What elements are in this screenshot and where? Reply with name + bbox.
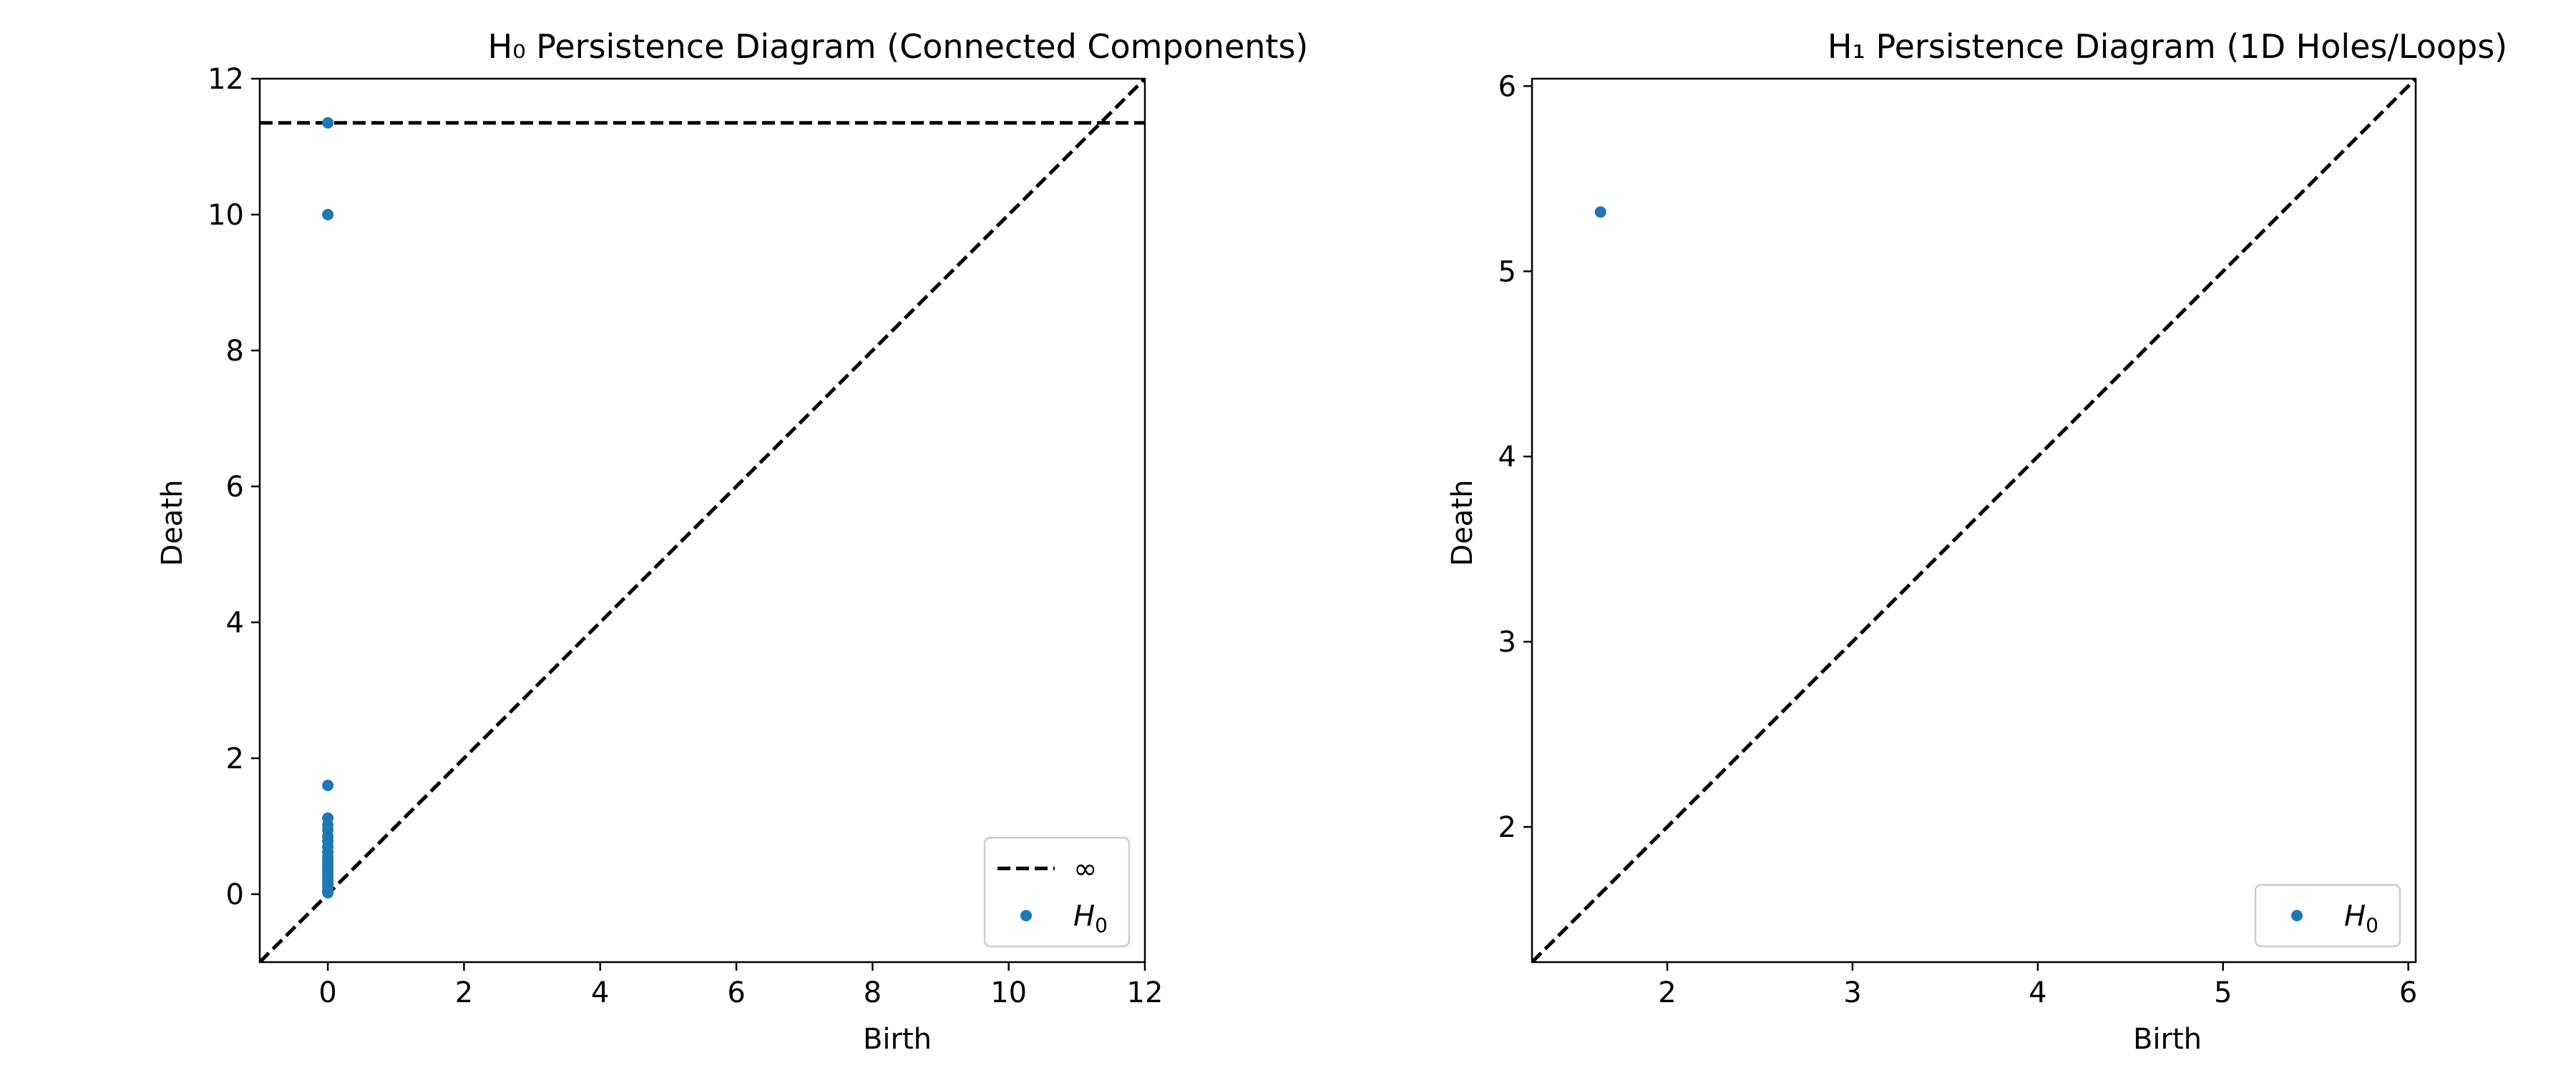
h0-y-tick-label: 0 — [226, 878, 244, 911]
h0-legend-label-subscript: 0 — [1095, 913, 1108, 937]
h0-y-tick-label: 10 — [208, 199, 244, 232]
h0-persistence-panel: H₀ Persistence Diagram (Connected Compon… — [156, 27, 1308, 1056]
h1-x-tick-label: 2 — [1658, 976, 1676, 1009]
h0-y-tick-label: 2 — [226, 743, 244, 775]
h1-x-tick-label: 6 — [2399, 976, 2417, 1009]
h0-x-axis-label: Birth — [863, 1023, 932, 1056]
h0-x-tick-label: 10 — [990, 976, 1027, 1009]
h0-y-axis-label: Death — [156, 480, 189, 567]
h1-x-tick-label: 3 — [1843, 976, 1861, 1009]
h0-y-tick-label: 12 — [208, 63, 244, 96]
h1-x-tick-label: 5 — [2214, 976, 2232, 1009]
h1-x-axis-label: Birth — [2133, 1023, 2202, 1056]
h0-data-point — [322, 887, 334, 899]
h0-y-tick-label: 8 — [226, 335, 244, 368]
h1-legend-box — [2254, 883, 2401, 948]
h1-legend: H0 — [2254, 883, 2401, 948]
h0-chart-title: H₀ Persistence Diagram (Connected Compon… — [488, 27, 1309, 66]
h0-legend: ∞ H0 — [983, 836, 1131, 948]
h1-diagonal-line — [1532, 79, 2416, 962]
h0-plot-area — [260, 79, 1145, 962]
h0-x-tick-label: 12 — [1127, 976, 1163, 1009]
h0-diagonal-line — [260, 79, 1145, 962]
h0-x-tick-label: 6 — [727, 976, 745, 1009]
h0-x-tick-label: 8 — [864, 976, 882, 1009]
h1-legend-series-label: H0 — [2344, 900, 2379, 937]
h1-legend-label-base: H — [2344, 900, 2366, 933]
h0-data-point — [322, 117, 334, 129]
h0-axes-frame — [258, 77, 1146, 964]
h0-y-tick-label: 4 — [226, 607, 244, 640]
h0-y-tick-label: 6 — [226, 471, 244, 504]
h0-data-point — [322, 209, 334, 220]
h0-x-tick-label: 0 — [318, 976, 336, 1009]
h1-legend-label-subscript: 0 — [2366, 913, 2379, 937]
h1-y-tick-label: 6 — [1498, 70, 1516, 103]
h1-y-axis-label: Death — [1446, 480, 1479, 567]
h1-y-tick-label: 3 — [1498, 626, 1516, 659]
h1-y-tick-label: 5 — [1498, 255, 1516, 288]
h1-legend-marker-swatch — [2291, 910, 2303, 921]
h0-legend-infinity-label: ∞ — [1073, 853, 1097, 886]
h0-x-tick-label: 2 — [455, 976, 473, 1009]
h1-y-tick-label: 4 — [1498, 441, 1516, 474]
h0-legend-box — [983, 836, 1131, 948]
h0-x-tick-label: 4 — [591, 976, 609, 1009]
h1-axes-frame — [1531, 77, 2417, 964]
h1-x-tick-label: 4 — [2029, 976, 2046, 1009]
h1-y-tick-label: 2 — [1498, 811, 1516, 844]
h0-data-point — [322, 780, 334, 791]
h1-persistence-panel: H₁ Persistence Diagram (1D Holes/Loops) … — [1446, 27, 2507, 1056]
h0-legend-series-label: H0 — [1073, 900, 1108, 937]
h0-legend-label-base: H — [1073, 900, 1095, 933]
h0-legend-marker-swatch — [1020, 910, 1032, 921]
h1-data-point — [1594, 206, 1606, 218]
h1-plot-area — [1532, 79, 2416, 962]
h1-chart-title: H₁ Persistence Diagram (1D Holes/Loops) — [1828, 27, 2507, 66]
